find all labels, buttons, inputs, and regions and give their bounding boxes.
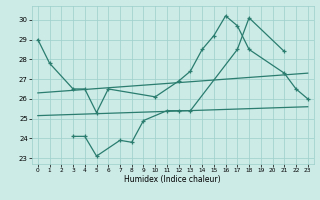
X-axis label: Humidex (Indice chaleur): Humidex (Indice chaleur) <box>124 175 221 184</box>
